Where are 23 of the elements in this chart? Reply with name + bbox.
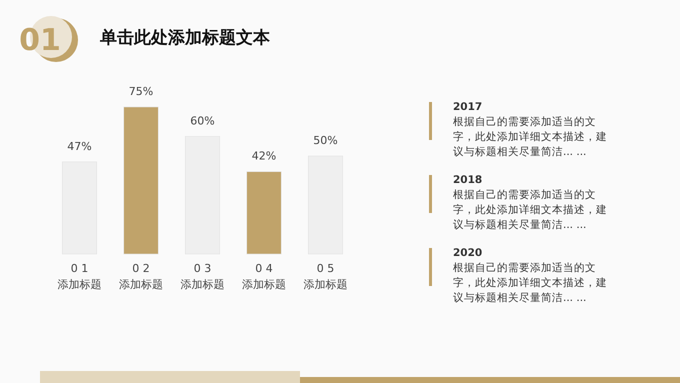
x-tick-label: 0 2 添加标题 (119, 262, 164, 291)
data-label: 47% (67, 140, 92, 153)
bar (62, 162, 97, 254)
text: 2018 (453, 174, 482, 186)
data-label: 60% (190, 114, 215, 128)
x-tick-label: 0 1 添加标题 (58, 262, 102, 291)
data-label: 75% (128, 85, 154, 98)
x-tick-label: 0 4 添加标题 (242, 262, 286, 291)
text: 根据自己的需要添加适当的文字，此处添加详细文本描述，建议与标题相关尽量简洁... ... (453, 261, 607, 304)
bar (124, 106, 158, 254)
chart-title: 单击此处添加标题文本 (99, 28, 271, 48)
data-label: 42% (252, 150, 276, 163)
x-tick-label: 0 3 添加标题 (180, 262, 224, 291)
x-tick-label: 0 5 添加标题 (303, 262, 348, 291)
bar (308, 156, 343, 254)
bar (185, 136, 220, 254)
bar (246, 171, 282, 254)
text: 根据自己的需要添加适当的文字，此处添加详细文本描述，建议与标题相关尽量简洁... ... (453, 188, 607, 231)
text: 2017 (453, 101, 482, 113)
text: 根据自己的需要添加适当的文字，此处添加详细文本描述，建议与标题相关尽量简洁... ... (453, 115, 607, 158)
text: 2020 (453, 247, 482, 259)
data-label: 50% (313, 134, 338, 147)
text: 01 (19, 23, 61, 58)
